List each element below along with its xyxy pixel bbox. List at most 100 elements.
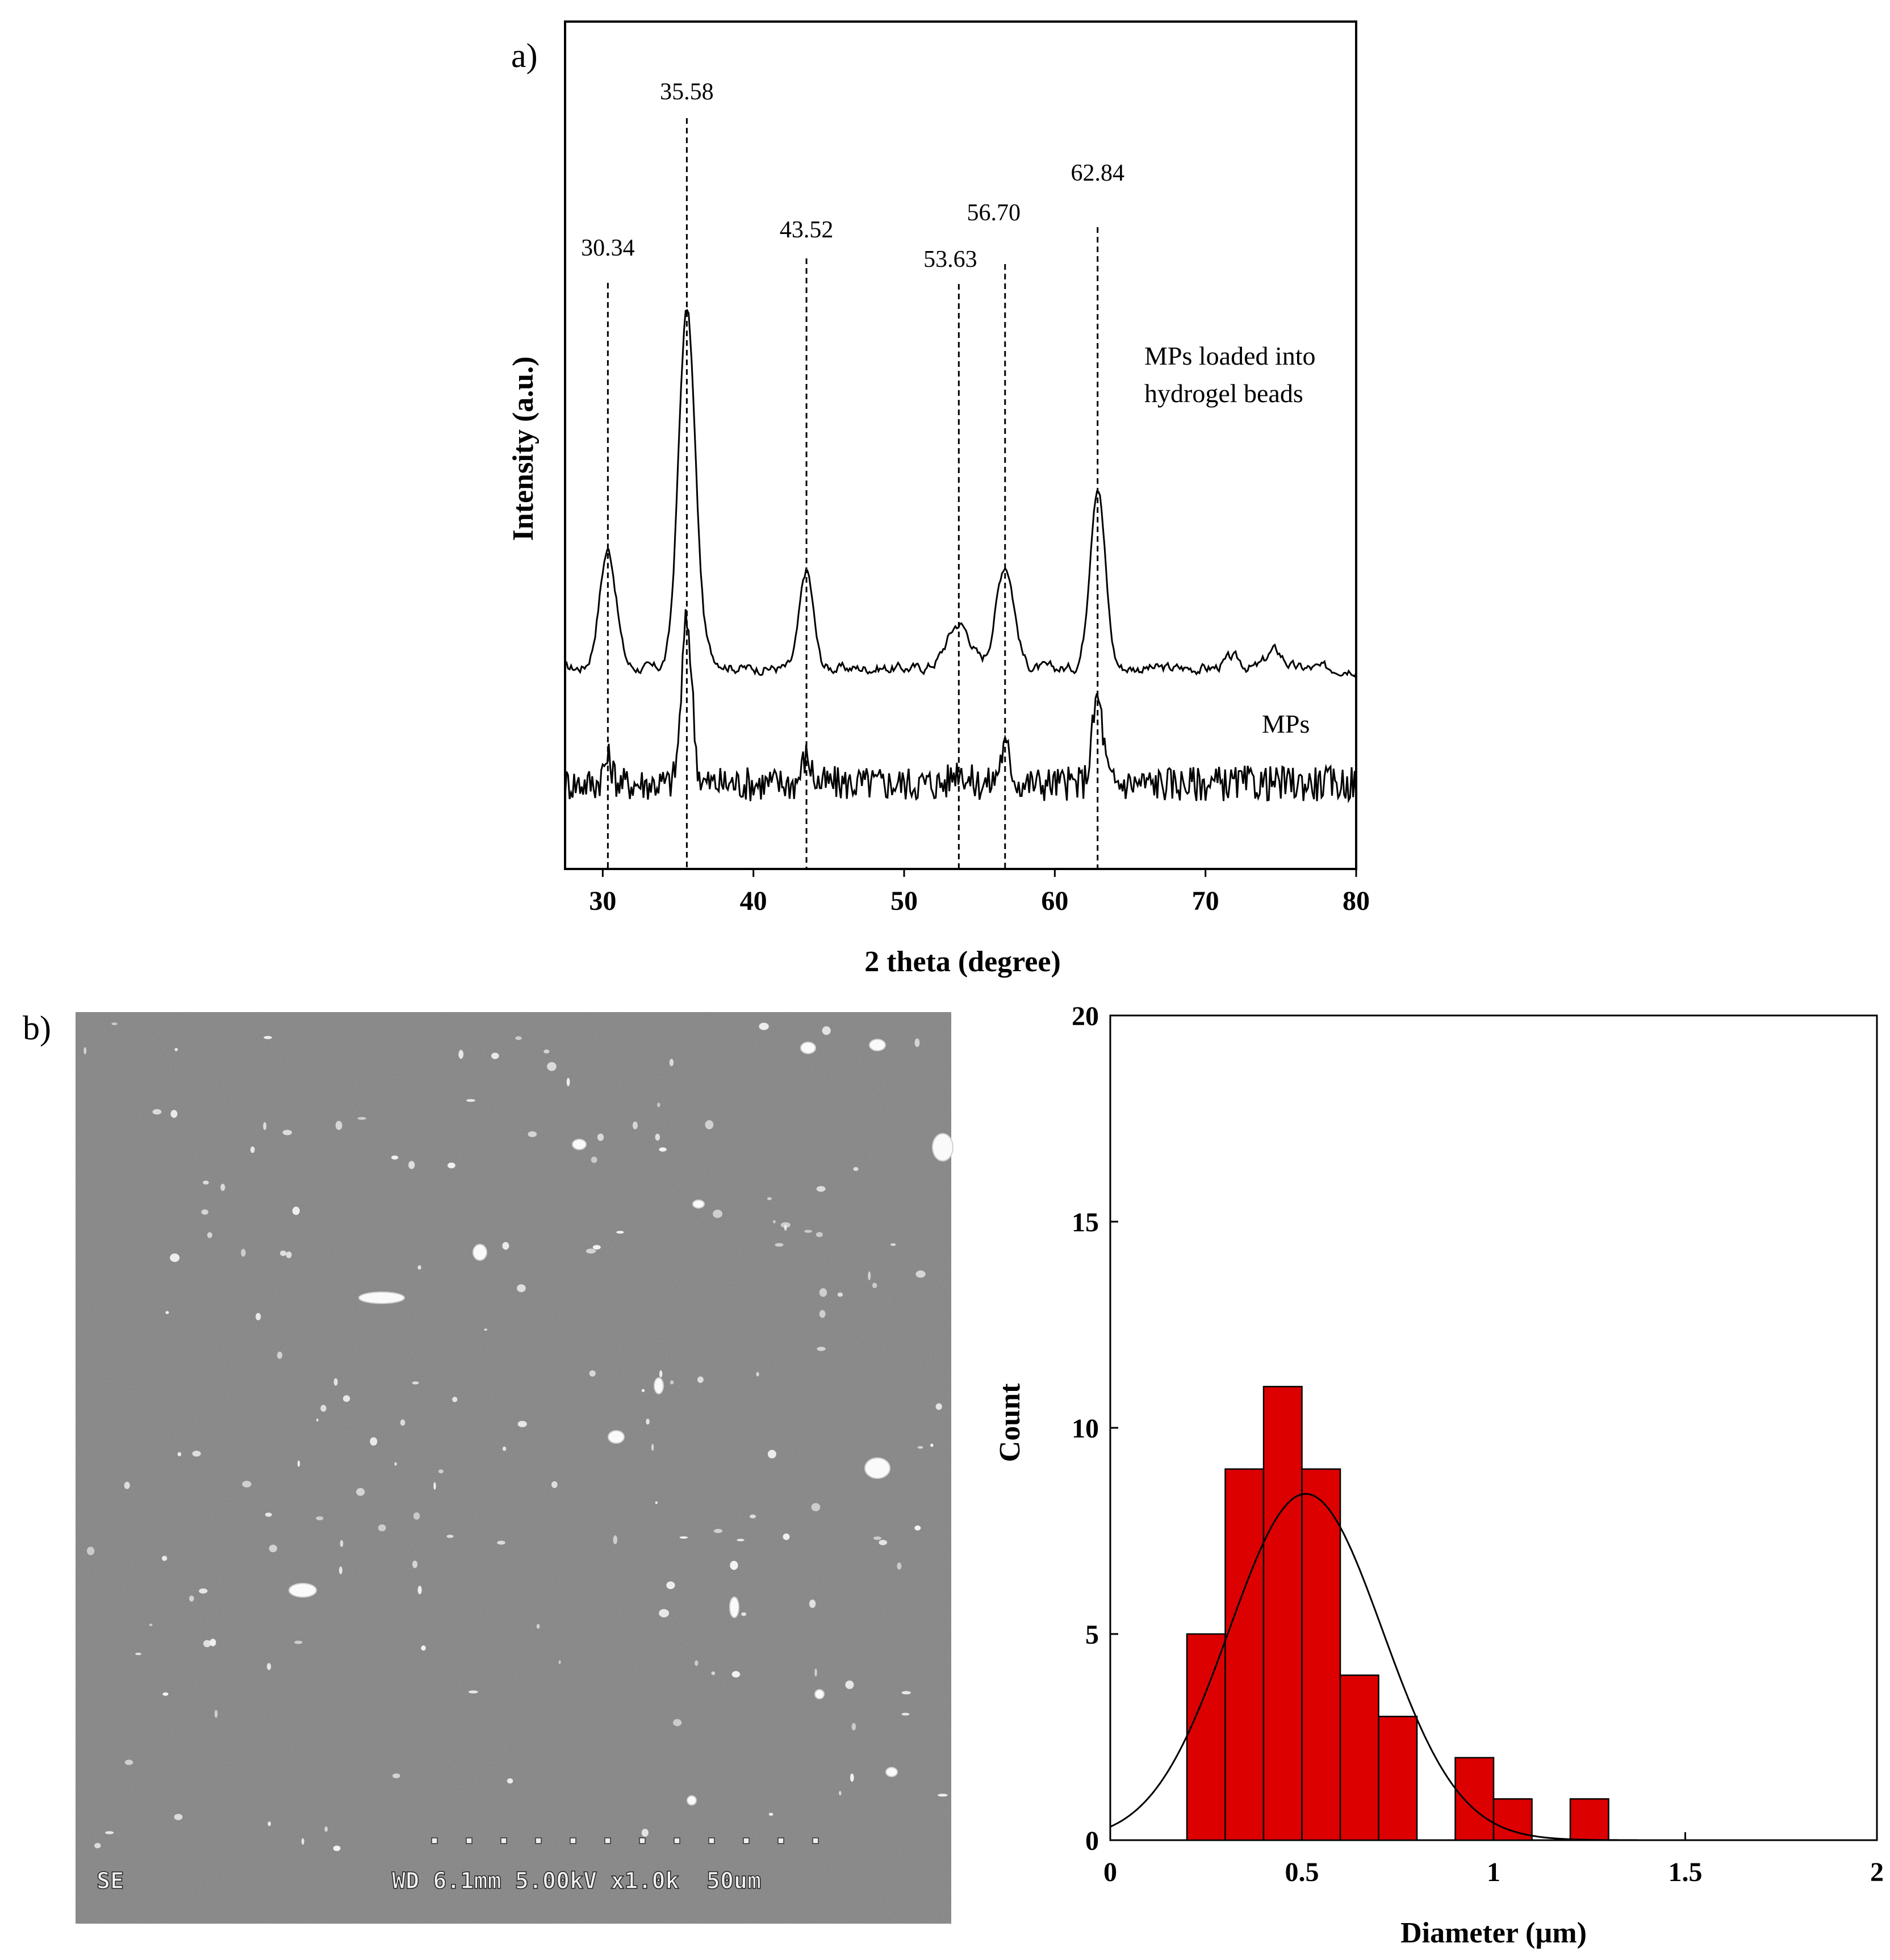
histogram-x-axis-title: Diameter (µm)	[1400, 1917, 1587, 1949]
sem-particle	[817, 1347, 826, 1351]
histogram-x-tick-label: 1.5	[1669, 1857, 1703, 1887]
x-tick-label: 30	[589, 886, 616, 916]
sem-particle	[250, 1146, 255, 1154]
sem-particle	[286, 1251, 292, 1259]
sem-particle	[731, 1671, 741, 1678]
sem-particle	[408, 1161, 415, 1169]
sem-particle	[294, 1640, 303, 1644]
sem-particle	[851, 1723, 856, 1731]
sem-particle	[659, 1147, 667, 1152]
series-line-mps	[564, 609, 1357, 804]
sem-particle	[536, 1624, 540, 1629]
sem-particle	[767, 1197, 772, 1201]
sem-particle	[83, 1047, 87, 1055]
sem-particle	[654, 1377, 664, 1394]
sem-particle	[343, 1395, 350, 1402]
sem-scale-marker	[500, 1837, 507, 1844]
sem-particle	[814, 1689, 825, 1699]
sem-particle	[819, 1310, 826, 1318]
sem-particle	[670, 1380, 674, 1385]
sem-particle	[220, 1184, 225, 1191]
sem-particle	[651, 1444, 654, 1451]
series-label: MPs loaded into	[1144, 341, 1316, 370]
series-label: hydrogel beads	[1144, 379, 1303, 408]
sem-particle	[515, 1036, 522, 1040]
sem-particle	[203, 1640, 211, 1648]
sem-particle	[775, 1243, 784, 1247]
x-tick-label: 70	[1192, 886, 1219, 916]
sem-particle	[413, 1512, 420, 1520]
sem-particle	[124, 1481, 130, 1489]
sem-particle	[174, 1813, 183, 1820]
sem-particle	[189, 1595, 194, 1602]
sem-scale-marker	[708, 1837, 715, 1844]
sem-particle	[417, 1265, 421, 1270]
sem-particle	[679, 1536, 688, 1539]
sem-particle	[446, 1535, 454, 1538]
sem-particle	[695, 1660, 699, 1666]
sem-particle	[316, 1418, 319, 1422]
sem-particle	[592, 1245, 601, 1250]
sem-scale-marker	[535, 1837, 542, 1844]
sem-particle	[170, 1110, 178, 1118]
sem-particle	[111, 1022, 118, 1025]
sem-particle	[780, 1222, 791, 1228]
sem-info-bar: WD 6.1mm 5.00kV x1.0k 50um	[392, 1868, 761, 1894]
histogram-bar	[1186, 1633, 1226, 1841]
sem-particle	[358, 1292, 405, 1304]
sem-particle	[94, 1842, 101, 1849]
sem-particle	[357, 1117, 366, 1120]
sem-particle	[655, 1134, 660, 1141]
sem-particle	[338, 1566, 342, 1574]
sem-particle	[819, 1288, 827, 1297]
sem-particle	[558, 1660, 561, 1665]
sem-particle	[152, 1109, 162, 1115]
sem-particle	[591, 1156, 597, 1163]
sem-particle	[517, 1284, 526, 1293]
sem-particle	[873, 1536, 881, 1540]
sem-particle	[697, 1376, 704, 1383]
sem-particle	[105, 1831, 114, 1834]
sem-particle	[641, 1389, 645, 1393]
sem-particle	[901, 1691, 911, 1695]
series-label: MPs	[1262, 709, 1310, 738]
sem-particle	[646, 1418, 650, 1425]
sem-particle	[853, 1167, 859, 1171]
sem-particle	[879, 1540, 887, 1545]
sem-particle	[586, 1248, 596, 1254]
sem-particle	[320, 1405, 327, 1412]
sem-particle	[433, 1482, 436, 1490]
sem-particle	[837, 1292, 843, 1297]
sem-particle	[502, 1446, 507, 1451]
sem-particle	[915, 1270, 926, 1278]
sem-particle	[174, 1048, 178, 1051]
sem-detector-label: SE	[97, 1868, 124, 1894]
sem-particle	[502, 1242, 509, 1250]
sem-particle	[868, 1271, 871, 1281]
sem-image: SE WD 6.1mm 5.00kV x1.0k 50um	[76, 1012, 954, 1924]
sem-particle	[666, 1581, 675, 1589]
histogram-bar	[1262, 1386, 1303, 1841]
xrd-chart: 30.34 35.58 43.52 53.63 56.70 62.84 30 40 50 60 7…	[507, 20, 1370, 978]
xrd-x-axis-title: 2 theta (degree)	[864, 946, 1061, 978]
histogram-y-tick-label: 10	[1072, 1414, 1099, 1444]
peak-label: 30.34	[581, 235, 635, 261]
sem-particle	[547, 1062, 557, 1071]
sem-particle	[517, 1420, 527, 1427]
sem-particle	[177, 1452, 182, 1457]
sem-particle	[87, 1547, 95, 1556]
x-tick-label: 40	[740, 886, 767, 916]
histogram-x-tick-label: 0	[1103, 1857, 1117, 1887]
x-tick-label: 60	[1041, 886, 1068, 916]
histogram-y-tick-label: 20	[1072, 1001, 1099, 1031]
sem-particle	[657, 1102, 660, 1108]
peak-label: 53.63	[923, 246, 977, 273]
sem-texture	[76, 1012, 951, 1924]
sem-particle	[850, 1773, 854, 1782]
sem-particle	[816, 1186, 826, 1192]
sem-particle	[135, 1652, 142, 1656]
sem-particle	[356, 1488, 365, 1496]
sem-scale-marker	[466, 1837, 472, 1844]
sem-particle	[256, 1313, 261, 1320]
